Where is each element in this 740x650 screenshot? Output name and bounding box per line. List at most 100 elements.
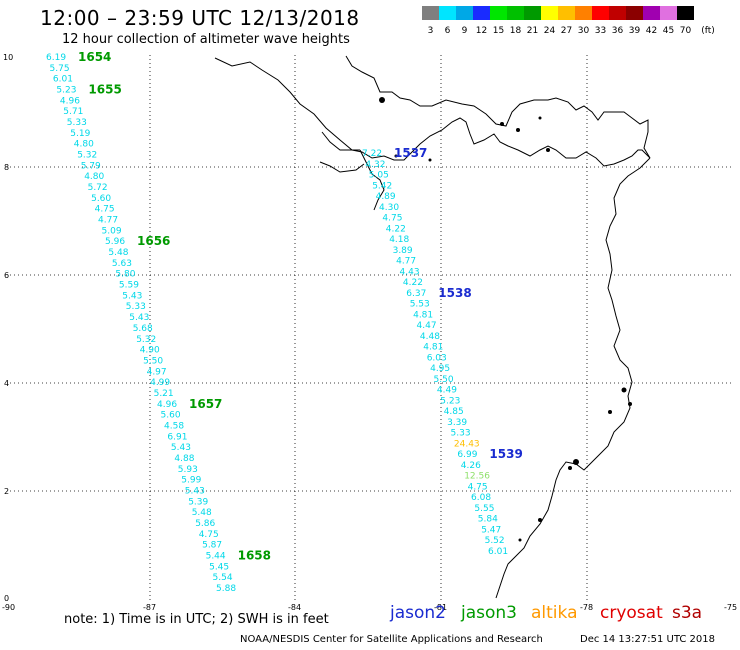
wave-height-value: 5.72 bbox=[88, 183, 108, 193]
wave-height-value: 4.58 bbox=[164, 421, 184, 431]
legend-label: 18 bbox=[509, 26, 522, 36]
legend-label: 33 bbox=[594, 26, 607, 36]
wave-height-value: 5.42 bbox=[372, 181, 392, 191]
pass-time-label: 1537 bbox=[394, 146, 427, 160]
pass-time-label: 1655 bbox=[88, 83, 121, 97]
wave-height-value: 5.19 bbox=[70, 129, 90, 139]
wave-height-value: 3.89 bbox=[393, 246, 413, 256]
legend-swatch bbox=[507, 6, 524, 20]
satellite-label-jason3: jason3 bbox=[461, 603, 517, 623]
legend-swatch bbox=[660, 6, 677, 20]
legend-swatch bbox=[609, 6, 626, 20]
wave-height-value: 4.80 bbox=[74, 140, 94, 150]
legend-label: 27 bbox=[560, 26, 573, 36]
wave-height-value: 5.60 bbox=[161, 411, 181, 421]
wave-height-value: 6.37 bbox=[406, 289, 426, 299]
wave-height-value: 5.60 bbox=[91, 194, 111, 204]
wave-height-value: 3.39 bbox=[447, 418, 467, 428]
wave-height-value: 7.22 bbox=[362, 149, 382, 159]
wave-height-value: 6.19 bbox=[46, 53, 66, 63]
y-tick: 6 bbox=[4, 271, 9, 280]
pass-time-label: 1657 bbox=[189, 397, 222, 411]
wave-height-value: 5.44 bbox=[206, 552, 226, 562]
legend-swatch bbox=[473, 6, 490, 20]
legend-swatch bbox=[456, 6, 473, 20]
legend-label: 36 bbox=[611, 26, 624, 36]
y-tick: 8 bbox=[4, 163, 9, 172]
footer-credit: NOAA/NESDIS Center for Satellite Applica… bbox=[240, 634, 543, 645]
legend-unit: (ft) bbox=[701, 26, 715, 36]
wave-height-value: 5.79 bbox=[81, 161, 101, 171]
wave-height-value: 24.43 bbox=[454, 439, 480, 449]
wave-height-value: 5.55 bbox=[474, 504, 494, 514]
wave-height-value: 4.47 bbox=[417, 321, 437, 331]
wave-height-value: 5.63 bbox=[112, 259, 132, 269]
wave-height-value: 4.77 bbox=[98, 216, 118, 226]
wave-height-value: 5.43 bbox=[122, 291, 142, 301]
y-tick: 2 bbox=[4, 487, 9, 496]
wave-height-value: 4.81 bbox=[423, 343, 443, 353]
wave-height-value: 5.47 bbox=[481, 526, 501, 536]
wave-height-value: 5.71 bbox=[63, 107, 83, 117]
wave-height-value: 5.88 bbox=[216, 584, 236, 594]
wave-height-value: 4.75 bbox=[95, 205, 115, 215]
legend-label: 24 bbox=[543, 26, 556, 36]
wave-height-value: 6.03 bbox=[427, 353, 447, 363]
legend-label: 21 bbox=[526, 26, 539, 36]
wave-height-value: 5.43 bbox=[129, 313, 149, 323]
wave-height-value: 4.32 bbox=[365, 160, 385, 170]
wave-height-value: 5.53 bbox=[410, 300, 430, 310]
legend-label: 45 bbox=[662, 26, 675, 36]
wave-height-value: 4.75 bbox=[199, 530, 219, 540]
note-text: note: 1) Time is in UTC; 2) SWH is in fe… bbox=[64, 612, 329, 627]
x-tick: -81 bbox=[434, 603, 447, 612]
legend-swatch bbox=[643, 6, 660, 20]
wave-height-value: 5.86 bbox=[195, 519, 215, 529]
wave-height-value: 5.68 bbox=[133, 324, 153, 334]
wave-height-value: 5.33 bbox=[67, 118, 87, 128]
wave-height-value: 4.96 bbox=[60, 96, 80, 106]
wave-height-value: 5.52 bbox=[485, 536, 505, 546]
x-tick: -75 bbox=[724, 603, 737, 612]
wave-height-value: 4.75 bbox=[468, 483, 488, 493]
wave-height-value: 6.99 bbox=[457, 450, 477, 460]
pass-time-label: 1539 bbox=[489, 447, 522, 461]
x-tick: -90 bbox=[2, 603, 15, 612]
legend-swatch bbox=[558, 6, 575, 20]
page-subtitle: 12 hour collection of altimeter wave hei… bbox=[62, 32, 350, 47]
wave-height-value: 4.88 bbox=[174, 454, 194, 464]
wave-height-value: 4.99 bbox=[150, 378, 170, 388]
satellite-label-jason2: jason2 bbox=[390, 603, 446, 623]
legend-label: 39 bbox=[628, 26, 641, 36]
wave-height-value: 4.85 bbox=[444, 407, 464, 417]
wave-height-value: 5.87 bbox=[202, 541, 222, 551]
wave-height-value: 5.05 bbox=[369, 171, 389, 181]
footer-timestamp: Dec 14 13:27:51 UTC 2018 bbox=[580, 634, 715, 645]
wave-height-value: 5.93 bbox=[178, 465, 198, 475]
wave-height-value: 4.49 bbox=[437, 386, 457, 396]
wave-height-value: 5.50 bbox=[143, 356, 163, 366]
wave-height-value: 5.39 bbox=[188, 497, 208, 507]
islands bbox=[379, 97, 632, 542]
wave-height-value: 5.21 bbox=[154, 389, 174, 399]
x-tick: -78 bbox=[580, 603, 593, 612]
wave-height-value: 5.54 bbox=[213, 573, 233, 583]
wave-height-value: 4.96 bbox=[157, 400, 177, 410]
legend-swatch bbox=[677, 6, 694, 20]
wave-height-value: 4.90 bbox=[140, 346, 160, 356]
wave-height-value: 5.23 bbox=[56, 86, 76, 96]
coastline bbox=[214, 55, 651, 599]
pass-time-label: 1538 bbox=[438, 286, 471, 300]
wave-height-value: 4.81 bbox=[413, 310, 433, 320]
legend-label: 9 bbox=[461, 26, 468, 36]
wave-height-value: 5.50 bbox=[434, 375, 454, 385]
wave-height-value: 4.30 bbox=[379, 203, 399, 213]
y-tick: 4 bbox=[4, 379, 9, 388]
wave-height-value: 4.48 bbox=[420, 332, 440, 342]
legend-swatch bbox=[490, 6, 507, 20]
wave-height-value: 4.80 bbox=[84, 172, 104, 182]
pass-time-label: 1656 bbox=[137, 234, 170, 248]
wave-height-value: 5.43 bbox=[171, 443, 191, 453]
y-tick: 0 bbox=[4, 594, 9, 603]
wave-height-value: 4.43 bbox=[400, 267, 420, 277]
